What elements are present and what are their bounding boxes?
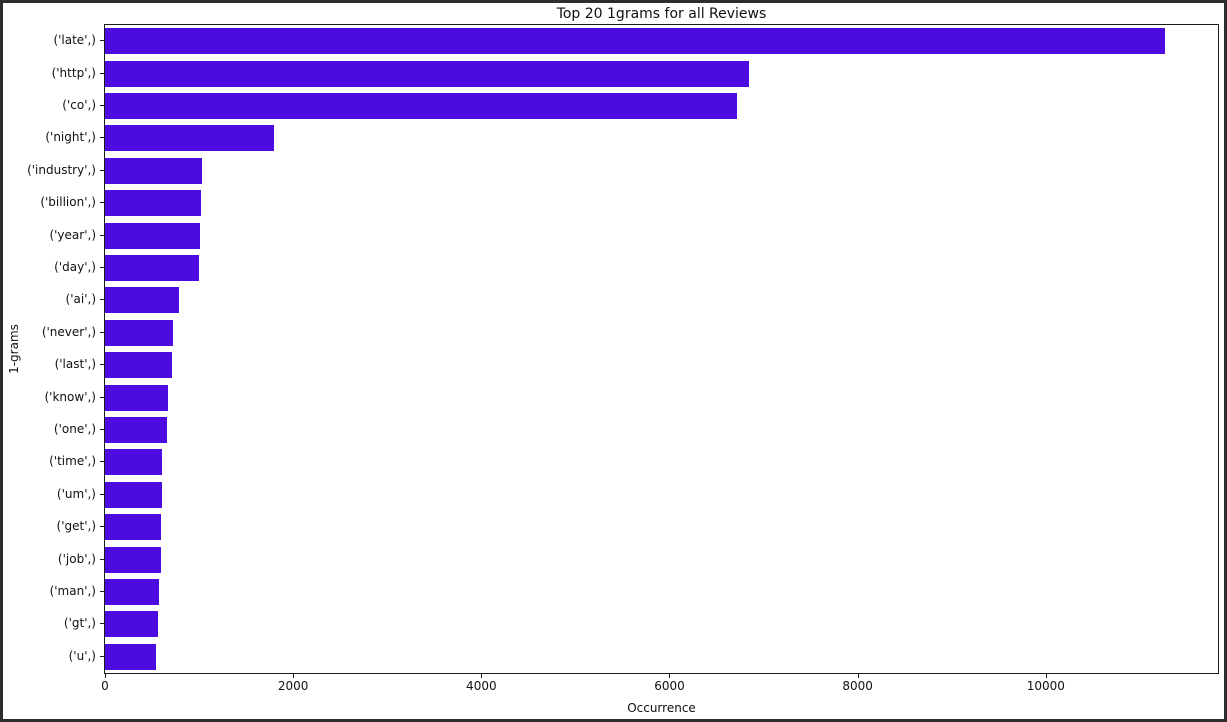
y-tick-label: ('never',) (41, 324, 96, 339)
y-tick-mark (100, 105, 104, 106)
bar (105, 611, 158, 638)
y-tick-label: ('http',) (51, 65, 96, 80)
y-tick-mark (100, 461, 104, 463)
bar (105, 546, 162, 573)
y-tick-mark (100, 623, 104, 625)
chart-title: Top 20 1grams for all Reviews (556, 6, 767, 22)
y-tick-mark (100, 396, 104, 398)
x-tick-mark (293, 674, 295, 678)
y-tick-mark (100, 267, 104, 268)
y-tick-mark (100, 364, 104, 366)
bar (105, 449, 163, 476)
x-axis-label: Occurrence (627, 701, 696, 715)
x-tick-mark (105, 674, 106, 678)
x-tick-label: 0 (101, 679, 109, 693)
bar (105, 384, 168, 411)
y-tick-mark (100, 72, 104, 74)
y-tick-mark (100, 137, 104, 139)
y-tick-label: ('gt',) (63, 616, 96, 631)
y-tick-label: ('time',) (49, 454, 96, 469)
y-tick-label: ('um',) (56, 486, 96, 501)
y-tick-mark (100, 558, 104, 560)
bar (105, 319, 173, 346)
y-tick-label: ('man',) (49, 584, 96, 598)
bar (105, 643, 156, 670)
bar (105, 222, 200, 249)
y-tick-label: ('ai',) (65, 292, 96, 307)
bar (105, 481, 162, 508)
y-tick-mark (100, 299, 104, 301)
x-tick-label: 4000 (466, 679, 497, 693)
x-tick-mark (1045, 674, 1047, 678)
y-tick-mark (100, 331, 104, 333)
bar (105, 514, 162, 541)
y-tick-mark (100, 40, 104, 42)
y-tick-mark (100, 493, 104, 495)
y-tick-mark (100, 655, 104, 657)
x-tick-mark (481, 674, 483, 678)
bar (105, 60, 750, 87)
y-tick-label: ('u',) (68, 648, 96, 663)
bar (105, 287, 179, 314)
y-tick-mark (100, 526, 104, 528)
bar (105, 255, 199, 281)
y-tick-label: ('billion',) (40, 195, 96, 210)
y-tick-mark (100, 234, 104, 236)
y-tick-mark (100, 202, 104, 204)
y-tick-label: ('last',) (54, 357, 96, 372)
bar (105, 579, 159, 605)
x-tick-mark (669, 674, 671, 678)
y-tick-label: ('industry',) (27, 162, 96, 177)
bar (105, 190, 201, 217)
y-tick-label: ('job',) (57, 551, 96, 566)
x-tick-label: 10000 (1026, 679, 1065, 693)
bar (105, 93, 737, 119)
bar (105, 417, 167, 443)
x-tick-label: 8000 (842, 679, 873, 693)
y-tick-label: ('get',) (56, 519, 96, 534)
y-tick-mark (100, 169, 104, 171)
x-tick-mark (857, 674, 859, 678)
x-tick-label: 6000 (654, 679, 685, 693)
y-tick-label: ('one',) (53, 422, 96, 436)
y-tick-label: ('year',) (49, 227, 96, 242)
y-tick-label: ('late',) (53, 33, 96, 48)
y-tick-label: ('co',) (62, 98, 96, 112)
y-tick-label: ('day',) (54, 260, 96, 274)
bar (105, 125, 275, 152)
bar (105, 28, 1165, 55)
y-tick-label: ('night',) (45, 130, 96, 145)
y-tick-label: ('know',) (44, 389, 97, 404)
y-tick-mark (100, 429, 104, 430)
bar (105, 157, 202, 184)
x-tick-label: 2000 (277, 679, 309, 693)
y-tick-mark (100, 591, 104, 592)
bar (105, 352, 172, 379)
plot-area (104, 24, 1219, 674)
